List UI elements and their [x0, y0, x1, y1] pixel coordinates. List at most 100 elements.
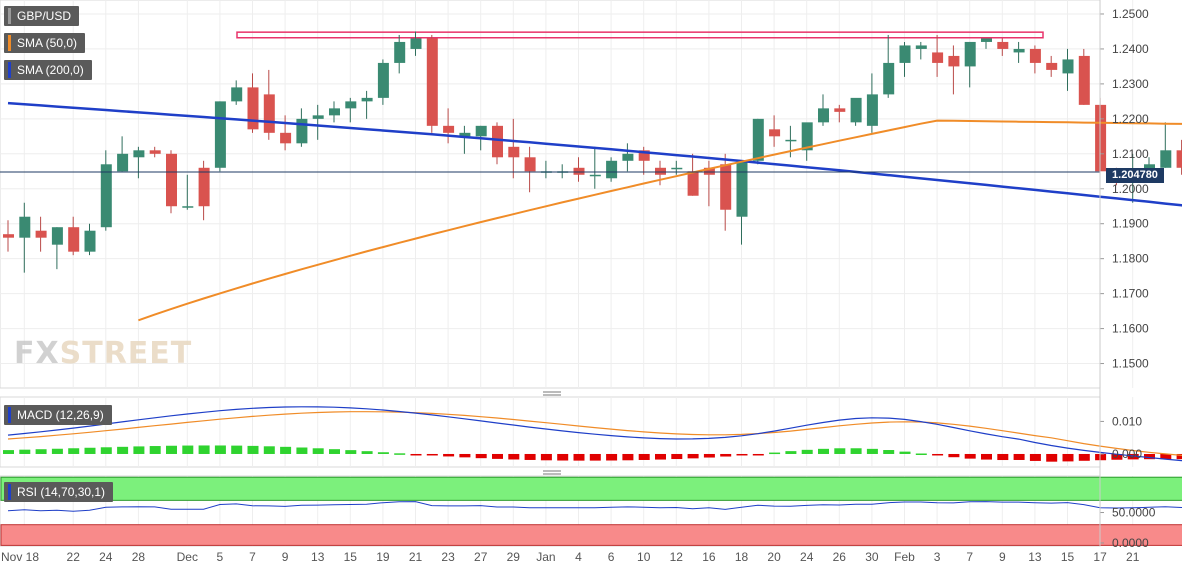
- legend-macd-label: MACD (12,26,9): [17, 408, 104, 422]
- macd-histogram-bar: [850, 448, 862, 454]
- macd-histogram-bar: [736, 453, 748, 456]
- macd-histogram-bar: [296, 447, 308, 454]
- candle-body: [1095, 104, 1107, 172]
- macd-histogram-bar: [426, 453, 438, 456]
- macd-histogram-bar: [51, 448, 63, 454]
- candle-body: [1160, 150, 1172, 168]
- macd-histogram-bar: [622, 453, 634, 461]
- candle-body: [166, 153, 177, 207]
- candle-body: [51, 227, 63, 245]
- candle-body: [818, 108, 829, 123]
- x-tick-label: 17: [1093, 550, 1107, 564]
- x-tick-label: 26: [833, 550, 847, 564]
- macd-histogram-bar: [997, 453, 1009, 461]
- x-tick-label: 13: [311, 550, 325, 564]
- macd-histogram-bar: [443, 453, 455, 457]
- candle-body: [834, 108, 846, 112]
- candle-body: [68, 227, 80, 252]
- candle-body: [736, 160, 748, 217]
- x-tick-label: 5: [217, 550, 224, 564]
- candle-body: [312, 115, 324, 119]
- x-tick-label: 18: [735, 550, 749, 564]
- legend-sma50-label: SMA (50,0): [17, 36, 78, 50]
- x-tick-label: 10: [637, 550, 651, 564]
- macd-histogram-bar: [198, 445, 210, 454]
- y-tick-label: 1.1600: [1112, 322, 1149, 336]
- x-tick-label: 16: [702, 550, 716, 564]
- x-tick-label: 7: [249, 550, 256, 564]
- x-tick-label: Nov 18: [1, 550, 39, 564]
- macd-histogram-bar: [818, 448, 829, 454]
- current-price-tag: 1.204780: [1106, 168, 1164, 183]
- y-tick-label: 1.2200: [1112, 112, 1149, 126]
- x-tick-label: 23: [441, 550, 455, 564]
- candle-body: [948, 55, 960, 67]
- candle-body: [964, 41, 976, 67]
- macd-histogram-bar: [964, 453, 976, 459]
- macd-histogram-bar: [932, 453, 944, 456]
- macd-histogram-bar: [35, 449, 47, 454]
- candle-body: [214, 101, 226, 168]
- x-tick-label: Jan: [536, 550, 555, 564]
- macd-histogram-bar: [752, 453, 764, 456]
- x-tick-label: 15: [1061, 550, 1075, 564]
- candle-body: [981, 38, 992, 42]
- x-tick-label: 21: [409, 550, 423, 564]
- macd-histogram-bar: [3, 450, 14, 454]
- macd-histogram-bar: [524, 453, 536, 460]
- macd-histogram-bar: [687, 453, 699, 459]
- macd-histogram-bar: [557, 453, 569, 461]
- candle-body: [296, 118, 308, 144]
- x-tick-label: 28: [132, 550, 146, 564]
- candle-body: [133, 150, 145, 158]
- x-tick-label: 3: [934, 550, 941, 564]
- candle-body: [752, 118, 764, 161]
- legend-sma200: SMA (200,0): [4, 60, 92, 80]
- candle-body: [703, 167, 715, 175]
- candle-body: [1062, 59, 1074, 74]
- y-tick-label: 1.2100: [1112, 147, 1149, 161]
- candle-body: [475, 125, 487, 137]
- macd-histogram-bar: [133, 446, 145, 454]
- candle-body: [866, 94, 878, 126]
- x-tick-label: 24: [800, 550, 814, 564]
- x-tick-label: 22: [67, 550, 81, 564]
- macd-histogram-bar: [361, 451, 373, 454]
- macd-histogram-bar: [475, 453, 487, 459]
- x-tick-label: 4: [575, 550, 582, 564]
- candle-body: [377, 62, 389, 98]
- candle-body: [198, 167, 210, 207]
- resistance-zone: [236, 31, 1044, 39]
- sma50-line: [138, 119, 1182, 322]
- macd-histogram-bar: [182, 445, 194, 454]
- x-tick-label: 29: [507, 550, 521, 564]
- candle-body: [345, 101, 357, 109]
- macd-histogram-bar: [720, 453, 732, 457]
- candle-body: [492, 125, 503, 158]
- macd-histogram-bar: [606, 453, 618, 461]
- macd-histogram-bar: [1127, 453, 1139, 460]
- candle-body: [263, 94, 275, 133]
- macd-histogram-bar: [769, 452, 781, 455]
- candle-body: [720, 164, 732, 210]
- main-panel-frame: [0, 0, 1101, 389]
- legend-instrument: GBP/USD: [4, 6, 80, 26]
- macd-histogram-bar: [149, 446, 161, 454]
- rsi-overbought-zone: [0, 476, 1182, 501]
- candle-body: [394, 41, 406, 63]
- macd-histogram-bar: [280, 446, 292, 454]
- macd-histogram-bar: [19, 449, 31, 454]
- macd-histogram-bar: [84, 447, 96, 454]
- macd-signal-line: [7, 411, 1182, 457]
- candle-body: [182, 206, 194, 208]
- legend-rsi-label: RSI (14,70,30,1): [17, 485, 106, 499]
- candle-body: [638, 150, 650, 161]
- macd-histogram-bar: [866, 448, 878, 454]
- macd-line: [7, 406, 1182, 462]
- candle-body: [850, 97, 862, 123]
- macd-histogram-bar: [394, 453, 406, 455]
- candle-body: [1078, 55, 1090, 105]
- macd-histogram-bar: [1029, 453, 1041, 461]
